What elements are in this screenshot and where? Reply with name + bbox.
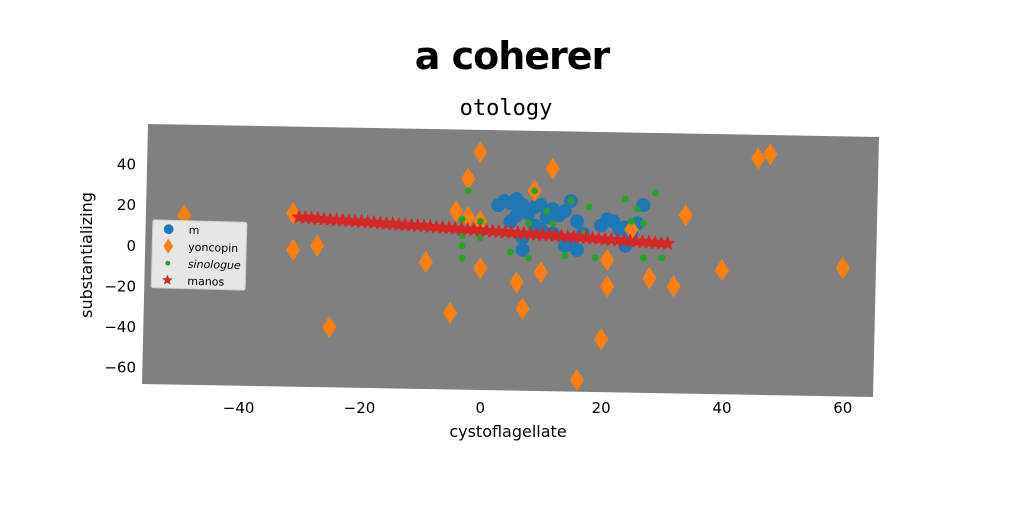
x-tick-label: 20 <box>592 399 611 417</box>
y-tick-label: −40 <box>104 318 136 336</box>
x-axis-label: cystoflagellate <box>449 422 566 441</box>
legend: m yoncopin sinologue manos <box>150 219 248 291</box>
y-tick-label: 0 <box>126 237 136 255</box>
yoncopin-point <box>666 275 681 298</box>
page-title: a coherer <box>414 34 611 78</box>
sinologue-point <box>561 252 569 260</box>
legend-marker-m <box>163 224 174 235</box>
m-point <box>557 204 572 219</box>
sinologue-point <box>458 242 466 250</box>
sinologue-point <box>464 187 472 195</box>
sinologue-point <box>549 219 557 227</box>
yoncopin-point <box>443 301 458 324</box>
yoncopin-point <box>642 267 657 290</box>
yoncopin-point <box>624 218 639 241</box>
y-tick-label: −60 <box>104 359 136 377</box>
yoncopin-point <box>515 297 530 320</box>
legend-box <box>150 219 248 291</box>
m-point <box>569 242 584 257</box>
m-point <box>521 206 536 221</box>
yoncopin-point <box>678 204 693 227</box>
manos-point <box>660 235 676 251</box>
sinologue-point <box>543 207 551 215</box>
yoncopin-point <box>751 147 766 170</box>
sinologue-point <box>476 217 484 225</box>
yoncopin-point <box>473 257 488 280</box>
yoncopin-point <box>461 167 476 190</box>
yoncopin-point <box>461 206 476 229</box>
sinologue-point <box>633 205 641 213</box>
yoncopin-point <box>600 275 615 298</box>
yoncopin-point <box>322 316 337 339</box>
m-point <box>569 214 584 229</box>
yoncopin-point <box>310 234 325 257</box>
legend-marker-manos <box>162 274 173 285</box>
m-point <box>533 198 548 213</box>
x-tick-label: −40 <box>223 399 255 417</box>
sinologue-point <box>458 215 466 223</box>
sinologue-point <box>531 187 539 195</box>
yoncopin-point <box>286 238 300 261</box>
yoncopin-point <box>714 259 729 282</box>
m-point <box>612 222 627 237</box>
m-point <box>557 238 572 253</box>
sinologue-point <box>639 219 647 227</box>
sinologue-point <box>458 254 466 262</box>
yoncopin-point <box>545 157 560 180</box>
x-tick-label: 40 <box>712 399 731 417</box>
y-axis-label: substantializing <box>77 192 96 318</box>
chart-subtitle: otology <box>460 96 553 121</box>
sinologue-point <box>591 254 599 262</box>
legend-items: m yoncopin sinologue manos <box>162 224 242 289</box>
sinologue-point <box>567 197 575 205</box>
legend-marker-sinologue <box>165 260 171 266</box>
sinologue-point <box>621 195 629 203</box>
yoncopin-point <box>569 368 584 391</box>
m-point <box>515 242 530 257</box>
m-point <box>539 210 554 225</box>
x-tick-label: 60 <box>833 399 852 417</box>
legend-label-m: m <box>189 224 200 237</box>
sinologue-point <box>585 203 593 211</box>
x-tick-label: 0 <box>476 399 486 417</box>
sinologue-point <box>525 254 533 262</box>
y-tick-label: −20 <box>104 277 136 295</box>
m-point <box>491 198 506 213</box>
yoncopin-point <box>418 251 433 274</box>
sinologue-point <box>525 219 533 227</box>
legend-label-manos: manos <box>187 275 224 289</box>
yoncopin-point <box>600 249 615 271</box>
yoncopin-point <box>533 261 548 284</box>
legend-marker-yoncopin <box>163 238 174 254</box>
plot-marks <box>177 141 850 391</box>
yoncopin-point <box>473 141 488 164</box>
yoncopin-point <box>835 257 850 280</box>
y-tick-label: 20 <box>117 196 136 214</box>
legend-label-yoncopin: yoncopin <box>188 241 238 255</box>
axis-ticks: −40 −20 0 20 40 60 40 20 0 −20 −40 −60 <box>104 155 852 417</box>
sinologue-point <box>627 217 635 225</box>
yoncopin-point <box>594 328 609 351</box>
x-tick-label: −20 <box>344 399 376 417</box>
series-manos <box>291 209 676 251</box>
yoncopin-point <box>449 200 464 223</box>
sinologue-point <box>658 254 666 262</box>
m-point <box>503 214 518 229</box>
sinologue-point <box>652 189 659 197</box>
sinologue-point <box>507 248 514 256</box>
y-tick-label: 40 <box>117 155 136 173</box>
yoncopin-point <box>763 143 778 166</box>
legend-label-sinologue: sinologue <box>188 258 242 272</box>
sinologue-point <box>639 254 647 262</box>
plot-area <box>142 124 879 397</box>
yoncopin-point <box>509 271 524 294</box>
